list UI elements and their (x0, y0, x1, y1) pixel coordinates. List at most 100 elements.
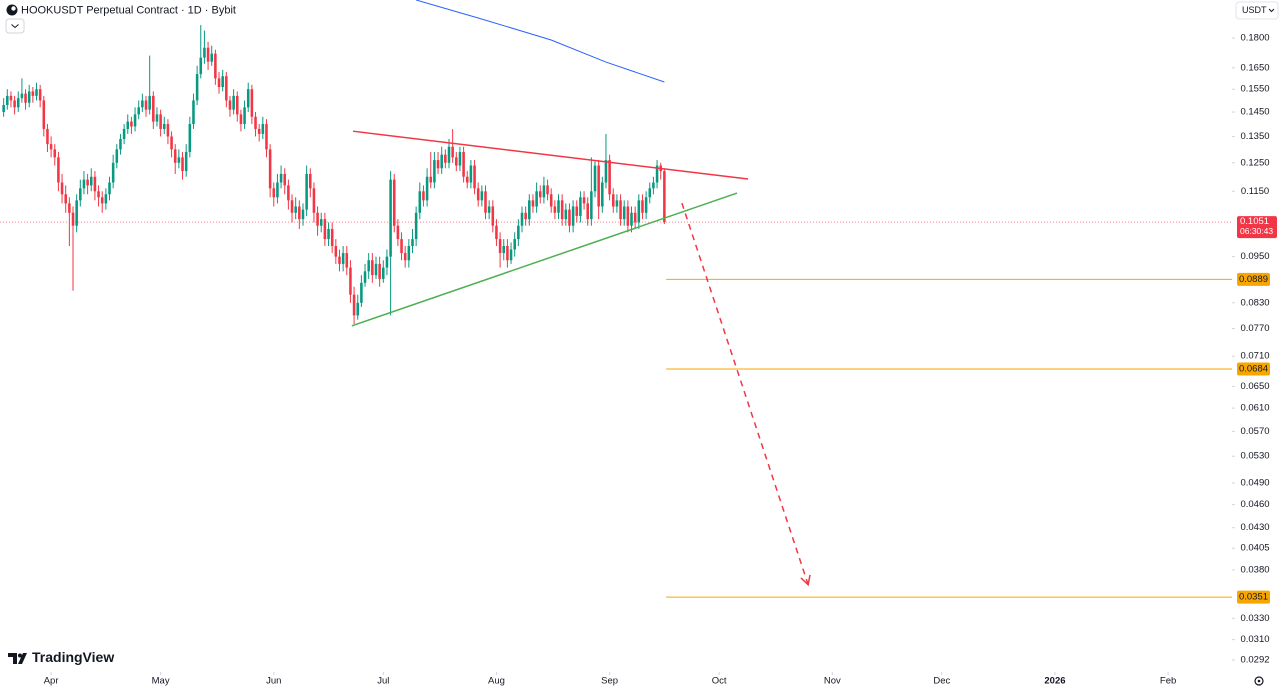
candle-body (568, 209, 571, 226)
y-tick-label: 0.1550 (1240, 84, 1269, 95)
candle-body (615, 200, 619, 207)
candle-body (338, 256, 341, 264)
y-tick-label: 0.1650 (1240, 62, 1269, 73)
candle-body (608, 160, 611, 195)
candle-body (46, 128, 49, 145)
y-tick-label: 0.0460 (1240, 499, 1269, 510)
level-label-box (1237, 362, 1270, 376)
candle-body (458, 152, 462, 166)
currency-button[interactable] (1235, 1, 1279, 20)
candle-body (411, 239, 414, 247)
candle-body (517, 225, 520, 240)
candle-body (86, 179, 89, 186)
settings-button[interactable] (1254, 676, 1264, 686)
candle-body (181, 157, 184, 172)
candle-body (261, 124, 265, 134)
candle-body (111, 162, 115, 183)
arrow-head (800, 574, 811, 587)
candle-body (312, 188, 316, 213)
candle-body (506, 246, 509, 261)
collapse-button[interactable] (5, 18, 25, 34)
candle-body (316, 212, 319, 226)
candle-body (352, 294, 356, 316)
candle-body (593, 165, 597, 192)
candle-body (465, 176, 469, 183)
candle-body (203, 47, 206, 58)
candle-body (590, 191, 593, 220)
last-price-label: 0.1051 (1240, 216, 1269, 227)
candle-body (166, 124, 170, 137)
candle-body (571, 206, 575, 226)
candle-body (637, 200, 641, 223)
candle-body (579, 197, 582, 216)
candle-body (38, 89, 42, 101)
y-tick-label: 0.0710 (1240, 351, 1269, 362)
y-tick-label: 0.0950 (1240, 251, 1269, 262)
candle-body (104, 194, 108, 204)
last-price-box (1237, 216, 1277, 239)
trend-line (352, 130, 749, 180)
candle-body (528, 200, 531, 220)
candle-body (560, 200, 564, 220)
y-tick-label: 0.0570 (1240, 426, 1269, 437)
trend-line (351, 192, 738, 327)
candle-body (378, 263, 381, 279)
candle-body (31, 91, 35, 96)
candle-body (371, 260, 374, 276)
candle-body (546, 185, 549, 195)
currency-label: USDT (1242, 5, 1267, 15)
candle-body (436, 160, 440, 169)
candle-body (382, 267, 385, 279)
candle-body (199, 57, 203, 75)
x-tick-label: Jun (266, 676, 281, 687)
candle-body (254, 116, 257, 129)
candle-body (75, 200, 78, 226)
candle-body (210, 53, 213, 62)
candle-body (462, 152, 465, 177)
x-tick-label: Sep (601, 676, 618, 687)
currency-chevron (1268, 8, 1275, 13)
candle-body (363, 271, 367, 283)
candle-body (389, 179, 392, 257)
candle-body (455, 157, 458, 166)
candle-body (604, 160, 608, 183)
candle-body (122, 128, 126, 140)
level-label-box (1237, 272, 1270, 286)
chart-title: HOOKUSDT Perpetual Contract · 1D · Bybit (21, 4, 236, 16)
candle-body (400, 239, 403, 254)
x-tick-label: Dec (933, 676, 950, 687)
candle-body (305, 173, 308, 210)
candle-body (444, 154, 447, 163)
candle-body (531, 200, 535, 207)
candle-body (309, 173, 312, 189)
x-tick-label: 2026 (1044, 676, 1065, 687)
candle-body (137, 107, 140, 115)
candle-body (188, 124, 192, 153)
candle-body (327, 228, 330, 240)
candle-body (498, 239, 502, 254)
candle-body (418, 191, 422, 213)
candle-body (611, 194, 615, 207)
candle-body (272, 188, 276, 198)
candle-body (345, 253, 349, 268)
x-tick-label: Oct (712, 676, 727, 687)
candle-body (323, 219, 327, 240)
candle-body (491, 206, 495, 226)
candle-body (290, 200, 294, 213)
candle-body (133, 114, 137, 127)
candle-body (287, 185, 290, 201)
x-tick-label: Aug (488, 676, 505, 687)
candle-body (108, 182, 111, 195)
candle-body (184, 152, 188, 172)
candle-body (644, 197, 648, 213)
candle-body (480, 191, 484, 201)
candle-body (64, 194, 67, 204)
y-tick-label: 0.0330 (1240, 613, 1269, 624)
candle-body (396, 225, 400, 240)
candle-body (159, 114, 162, 129)
moving-average (416, 0, 665, 83)
candle-body (228, 100, 232, 110)
candle-body (68, 203, 71, 213)
